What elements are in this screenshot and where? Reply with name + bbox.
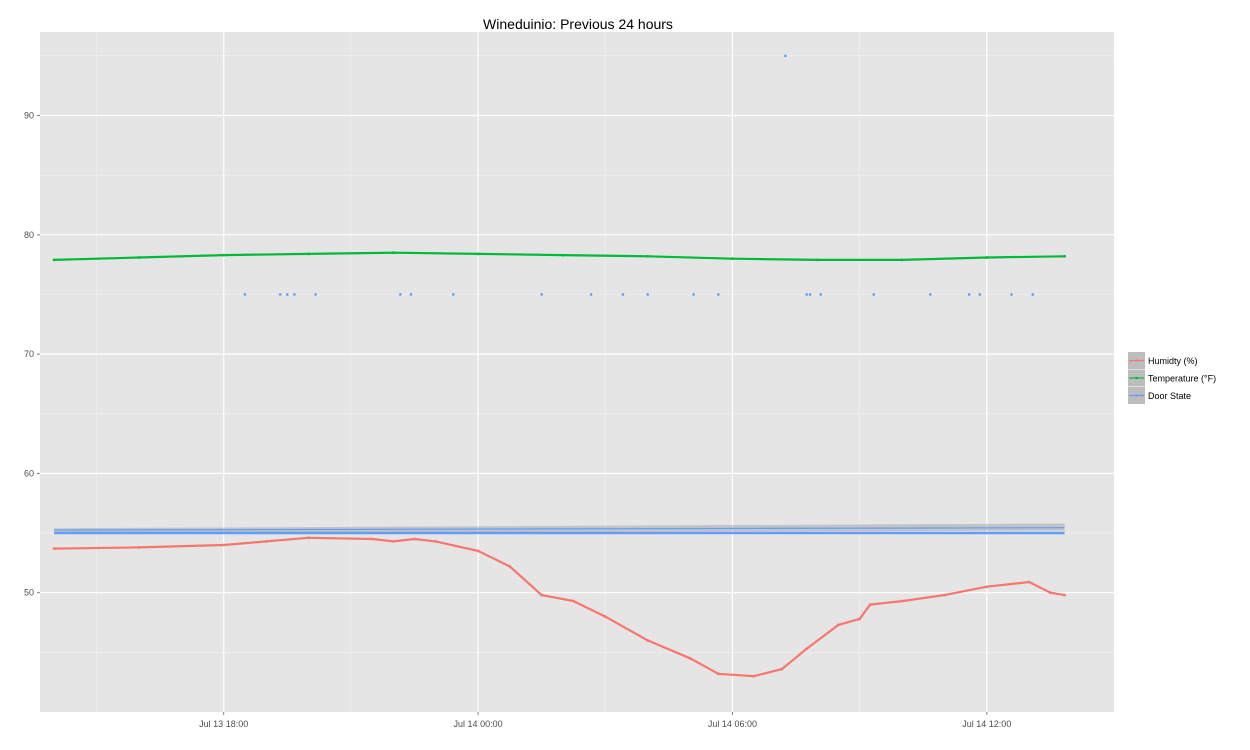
chart-title: Wineduinio: Previous 24 hours bbox=[483, 16, 673, 32]
temperature-point bbox=[52, 258, 56, 262]
humidity-point bbox=[943, 593, 946, 597]
humidity-point bbox=[805, 647, 809, 651]
door-state-point bbox=[293, 293, 296, 296]
temperature-point bbox=[137, 256, 141, 259]
legend-label: Temperature (°F) bbox=[1148, 374, 1216, 384]
humidity-point bbox=[307, 536, 310, 540]
humidity-point bbox=[137, 545, 141, 549]
temperature-point bbox=[1063, 254, 1066, 258]
humidity-point bbox=[985, 585, 989, 589]
door-state-point bbox=[278, 293, 282, 296]
humidity-point bbox=[688, 656, 692, 660]
humidity-point bbox=[391, 540, 395, 543]
door-state-point bbox=[409, 293, 413, 296]
door-state-point bbox=[928, 293, 932, 296]
humidity-point bbox=[1027, 580, 1031, 584]
humidity-point bbox=[1063, 593, 1066, 597]
legend: Humidty (%) Temperature (°F) Door State bbox=[1128, 352, 1216, 404]
door-state-point bbox=[399, 293, 402, 296]
humidity-point bbox=[52, 547, 56, 550]
humidity-point bbox=[1049, 591, 1052, 595]
door-state-point bbox=[1010, 293, 1013, 296]
humidity-point bbox=[413, 537, 416, 541]
temperature-point bbox=[476, 252, 480, 256]
door-state-point bbox=[692, 293, 695, 296]
temperature-point bbox=[561, 253, 565, 257]
humidity-point bbox=[716, 672, 720, 676]
door-state-point bbox=[717, 293, 720, 296]
door-state-point bbox=[872, 293, 876, 296]
temperature-point bbox=[731, 257, 734, 261]
x-tick-label: Jul 14 12:00 bbox=[962, 719, 1011, 729]
y-tick-label: 70 bbox=[24, 349, 34, 359]
humidity-point bbox=[540, 593, 544, 597]
humidity-point bbox=[572, 599, 575, 603]
door-state-point bbox=[819, 293, 823, 296]
chart-marks bbox=[52, 54, 1066, 678]
door-state-point bbox=[621, 293, 625, 296]
legend-label: Door State bbox=[1148, 391, 1191, 401]
x-tick-label: Jul 14 06:00 bbox=[708, 719, 757, 729]
legend-key-point bbox=[1135, 376, 1138, 380]
temperature-point bbox=[391, 251, 395, 255]
legend-key-point bbox=[1135, 394, 1138, 397]
door-state-point bbox=[808, 293, 812, 296]
temperature-point bbox=[815, 258, 819, 262]
humidity-point bbox=[868, 603, 872, 607]
x-tick-label: Jul 14 00:00 bbox=[454, 719, 503, 729]
y-tick-label: 80 bbox=[24, 230, 34, 240]
humidity-point bbox=[508, 565, 512, 568]
temperature-point bbox=[307, 252, 310, 256]
door-state-point bbox=[978, 293, 982, 296]
door-state-point bbox=[243, 293, 247, 296]
humidity-point bbox=[264, 540, 268, 543]
humidity-point bbox=[476, 549, 480, 553]
legend-key-point bbox=[1135, 359, 1138, 362]
grid bbox=[40, 32, 1114, 712]
humidity-point bbox=[370, 537, 374, 541]
temperature-point bbox=[222, 253, 226, 257]
humidity-point bbox=[603, 615, 607, 618]
y-tick-label: 90 bbox=[24, 111, 34, 121]
humidity-point bbox=[222, 543, 226, 547]
humidity-point bbox=[900, 599, 904, 603]
axis-ticks: 50 60 70 80 90 Jul 13 18:00 Jul 14 00:00 Jul 14… bbox=[24, 111, 1011, 729]
humidity-point bbox=[434, 540, 438, 543]
temperature-point bbox=[900, 258, 904, 262]
humidity-point bbox=[858, 617, 862, 621]
door-state-point bbox=[540, 293, 543, 296]
door-state-point bbox=[314, 293, 317, 296]
legend-label: Humidty (%) bbox=[1148, 356, 1198, 366]
door-state-point bbox=[646, 293, 649, 296]
door-state-point bbox=[967, 293, 971, 296]
door-state-point bbox=[805, 293, 808, 296]
door-state-point bbox=[452, 293, 455, 296]
door-state-smooth-line bbox=[54, 527, 1065, 531]
humidity-point bbox=[752, 674, 756, 678]
humidity-point bbox=[646, 639, 650, 642]
door-state-point bbox=[589, 293, 593, 296]
door-state-point bbox=[784, 54, 787, 58]
door-state-point bbox=[1031, 293, 1035, 296]
humidity-point bbox=[837, 623, 840, 627]
temperature-point bbox=[646, 254, 650, 258]
plot-background bbox=[40, 32, 1114, 712]
door-state-point bbox=[286, 293, 289, 296]
temperature-point bbox=[985, 256, 989, 259]
x-tick-label: Jul 13 18:00 bbox=[199, 719, 248, 729]
y-tick-label: 60 bbox=[24, 468, 34, 478]
humidity-point bbox=[780, 667, 784, 671]
y-tick-label: 50 bbox=[24, 588, 34, 598]
